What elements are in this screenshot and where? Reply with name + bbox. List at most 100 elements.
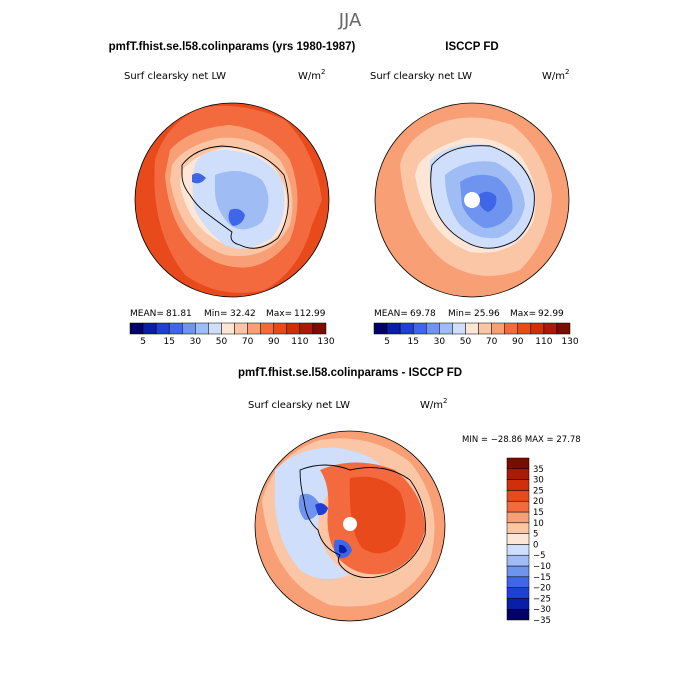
diff-units-exp: 2: [443, 397, 447, 405]
diff-colorbar-tick-label: −5: [533, 551, 546, 561]
model-colorbar-tick-label: 50: [216, 337, 228, 347]
diff-colorbar-box: [506, 457, 530, 470]
model-panel: pmfT.fhist.se.l58.colinparams (yrs 1980-…: [109, 41, 356, 347]
obs-colorbar-tick-label: 30: [434, 337, 446, 347]
obs-units-base: W/m: [542, 71, 565, 82]
model-units-label: W/m2: [298, 68, 325, 82]
diff-units-label: W/m2: [420, 397, 447, 411]
diff-colorbar-box: [506, 500, 530, 513]
obs-colorbar-box: [491, 322, 505, 335]
diff-colorbar-tick-label: 10: [533, 519, 544, 529]
diff-map-outline: [254, 430, 446, 622]
model-colorbar-box: [299, 322, 314, 335]
obs-panel-title: ISCCP FD: [445, 41, 498, 53]
model-colorbar-tick-label: 130: [317, 337, 334, 347]
obs-colorbar-box: [452, 322, 466, 335]
obs-colorbar-box: [399, 322, 414, 335]
model-colorbar-tick-label: 70: [242, 337, 254, 347]
model-colorbar-box: [273, 322, 288, 335]
model-variable-label: Surf clearsky net LW: [124, 71, 226, 82]
diff-colorbar-box: [506, 565, 530, 578]
diff-colorbar-tick-label: 25: [533, 486, 544, 496]
obs-stats: MEAN= 69.78 Min= 25.96 Max= 92.99: [374, 309, 564, 319]
obs-colorbar-tick-label: 130: [561, 337, 578, 347]
obs-max-value: 92.99: [538, 309, 564, 319]
model-map-outline: [134, 102, 330, 298]
diff-panel: pmfT.fhist.se.l58.colinparams - ISCCP FD…: [238, 367, 581, 626]
diff-units-base: W/m: [420, 400, 443, 411]
model-units-base: W/m: [298, 71, 321, 82]
diff-colorbar-tick-label: −35: [533, 616, 551, 626]
obs-variable-label: Surf clearsky net LW: [370, 71, 472, 82]
diff-colorbar-box: [506, 576, 530, 588]
model-mean-value: 81.81: [166, 309, 192, 319]
diff-colorbar-box: [506, 544, 530, 556]
obs-min-label: Min=: [448, 309, 472, 319]
diff-colorbar-box: [506, 554, 530, 567]
diff-colorbar-tick-label: −15: [533, 573, 551, 583]
obs-colorbar-tick-label: 110: [535, 337, 552, 347]
diff-variable-label: Surf clearsky net LW: [248, 400, 350, 411]
model-colorbar-tick-label: 30: [190, 337, 202, 347]
model-colorbar-box: [142, 322, 157, 335]
obs-colorbar-box: [386, 322, 401, 335]
model-colorbar-tick-label: 15: [163, 337, 174, 347]
model-mean-label: MEAN=: [130, 309, 164, 319]
model-colorbar-box: [234, 322, 248, 335]
obs-panel: ISCCP FD Surf clearsky net LW W/m2 MEAN=…: [370, 41, 579, 347]
model-max-label: Max=: [266, 309, 292, 319]
obs-colorbar-box: [465, 322, 479, 335]
diff-colorbar-box: [506, 479, 530, 491]
diff-colorbar-tick-label: 30: [533, 476, 544, 486]
diff-panel-title: pmfT.fhist.se.l58.colinparams - ISCCP FD: [238, 367, 462, 379]
obs-colorbar-tick-label: 70: [486, 337, 498, 347]
obs-colorbar-tick-label: 5: [384, 337, 390, 347]
model-stats: MEAN= 81.81 Min= 32.42 Max= 112.99: [130, 309, 326, 319]
diff-colorbar-box: [506, 522, 530, 534]
obs-map: [375, 103, 569, 297]
diff-colorbar-tick-label: 0: [533, 540, 538, 550]
model-colorbar: 5 15 30 50 70 90 110 130: [129, 322, 335, 347]
obs-colorbar-box: [556, 322, 571, 335]
obs-colorbar-box: [543, 322, 558, 335]
diff-colorbar-box: [506, 587, 530, 599]
diff-colorbar-tick-label: −25: [533, 594, 551, 604]
diff-colorbar-box: [506, 468, 530, 480]
diff-colorbar-tick-label: −10: [533, 562, 551, 572]
model-colorbar-tick-label: 5: [140, 337, 146, 347]
obs-colorbar-box: [504, 322, 518, 335]
obs-mean-value: 69.78: [410, 309, 436, 319]
diff-colorbar-tick-label: 35: [533, 465, 544, 475]
obs-colorbar-box: [530, 322, 545, 335]
model-colorbar-box: [195, 322, 209, 335]
model-map: [135, 103, 329, 297]
diff-colorbar-box: [506, 608, 530, 621]
diff-colorbar-box: [506, 490, 530, 502]
diff-colorbar-tick-label: −30: [533, 605, 551, 615]
model-colorbar-box: [168, 322, 183, 335]
obs-colorbar-box: [478, 322, 492, 335]
diff-colorbar-box: [506, 533, 530, 545]
model-colorbar-box: [260, 322, 274, 335]
model-colorbar-box: [208, 322, 222, 335]
model-colorbar-tick-label: 110: [291, 337, 308, 347]
model-colorbar-box: [286, 322, 301, 335]
diff-colorbar-tick-label: 20: [533, 497, 544, 507]
model-max-value: 112.99: [294, 309, 326, 319]
obs-colorbar-box: [439, 322, 453, 335]
diff-colorbar-tick-label: 5: [533, 530, 538, 540]
obs-colorbar-tick-label: 15: [407, 337, 418, 347]
obs-map-outline: [374, 102, 570, 298]
model-colorbar-box: [312, 322, 327, 335]
obs-colorbar-tick-label: 50: [460, 337, 472, 347]
obs-units-label: W/m2: [542, 68, 569, 82]
obs-colorbar-box: [426, 322, 440, 335]
super-title: JJA: [338, 10, 362, 31]
diff-colorbar-tick-label: 15: [533, 508, 544, 518]
obs-colorbar: 5 15 30 50 70 90 110 130: [373, 322, 579, 347]
obs-units-exp: 2: [565, 68, 569, 76]
model-colorbar-box: [221, 322, 235, 335]
model-colorbar-tick-label: 90: [268, 337, 280, 347]
